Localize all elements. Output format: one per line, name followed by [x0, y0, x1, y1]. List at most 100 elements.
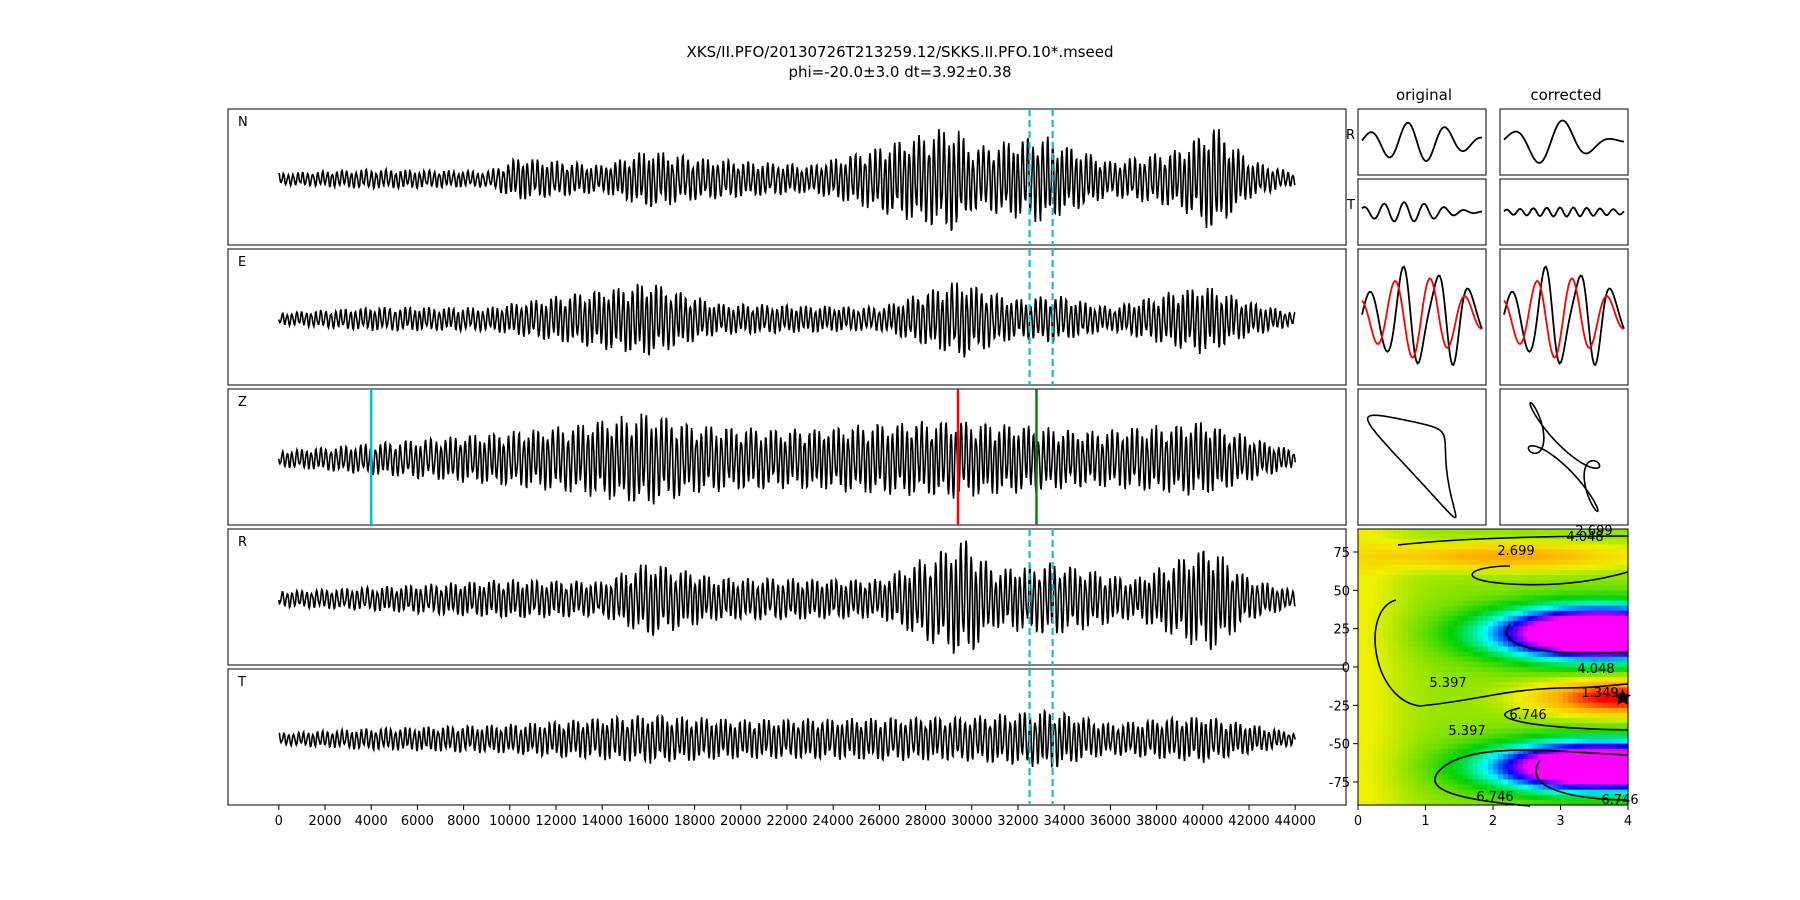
heatmap-cell	[1453, 534, 1459, 540]
seismogram-trace	[278, 708, 1296, 768]
heatmap-cell	[1388, 600, 1394, 607]
heatmap-cell	[1608, 764, 1614, 770]
heatmap-cell	[1528, 646, 1534, 653]
heatmap-cell	[1373, 728, 1379, 735]
contour-label: 2.699	[1575, 524, 1612, 539]
heatmap-cell	[1488, 636, 1494, 643]
heatmap-cell	[1473, 702, 1479, 709]
heatmap-cell	[1373, 585, 1379, 591]
heatmap-cell	[1533, 774, 1539, 781]
heatmap-cell	[1383, 661, 1389, 668]
heatmap-cell	[1548, 682, 1554, 689]
heatmap-cell	[1393, 728, 1399, 735]
heatmap-cell	[1358, 590, 1364, 597]
heatmap-cell	[1453, 718, 1459, 724]
heatmap-cell	[1403, 723, 1409, 729]
heatmap-cell	[1443, 764, 1449, 770]
heatmap-cell	[1533, 641, 1539, 648]
heatmap-cell	[1498, 702, 1504, 709]
heatmap-cell	[1603, 728, 1609, 735]
x-tick-label: 34000	[1044, 814, 1085, 829]
heatmap-cell	[1423, 779, 1429, 786]
heatmap-cell	[1498, 661, 1504, 668]
heatmap-cell	[1508, 549, 1514, 556]
heatmap-cell	[1508, 575, 1514, 581]
heatmap-cell	[1418, 769, 1424, 775]
heatmap-cell	[1468, 641, 1474, 648]
heatmap-cell	[1418, 692, 1424, 699]
heatmap-cell	[1448, 682, 1454, 689]
heatmap-cell	[1548, 580, 1554, 586]
heatmap-cell	[1428, 569, 1434, 576]
heatmap-cell	[1573, 677, 1579, 683]
heatmap-cell	[1408, 687, 1414, 694]
heatmap-cell	[1493, 615, 1499, 622]
heatmap-cell	[1468, 544, 1474, 551]
heatmap-cell	[1523, 600, 1529, 607]
heatmap-cell	[1398, 559, 1404, 566]
heatmap-cell	[1388, 667, 1394, 673]
heatmap-cell	[1573, 784, 1579, 791]
heatmap-cell	[1573, 615, 1579, 622]
heatmap-cell	[1568, 539, 1574, 545]
heatmap-cell	[1543, 692, 1549, 699]
heatmap-cell	[1393, 600, 1399, 607]
heatmap-cell	[1598, 651, 1604, 658]
heatmap-cell	[1563, 656, 1569, 663]
heatmap-cell	[1558, 585, 1564, 591]
heatmap-cell	[1578, 738, 1584, 745]
heatmap-cell	[1513, 539, 1519, 545]
heatmap-cell	[1603, 667, 1609, 673]
heatmap-cell	[1533, 631, 1539, 637]
heatmap-cell	[1618, 677, 1624, 683]
heatmap-cell	[1398, 718, 1404, 724]
heatmap-cell	[1608, 738, 1614, 745]
heatmap-cell	[1468, 702, 1474, 709]
heatmap-cell	[1528, 753, 1534, 760]
heatmap-cell	[1358, 774, 1364, 781]
heatmap-cell	[1553, 779, 1559, 786]
heatmap-cell	[1508, 718, 1514, 724]
heatmap-cell	[1503, 687, 1509, 694]
heatmap-cell	[1573, 549, 1579, 556]
heatmap-cell	[1383, 789, 1389, 796]
heatmap-cell	[1373, 733, 1379, 740]
heatmap-cell	[1523, 738, 1529, 745]
heatmap-cell	[1433, 661, 1439, 668]
heatmap-cell	[1388, 626, 1394, 632]
heatmap-cell	[1523, 733, 1529, 740]
heatmap-cell	[1433, 718, 1439, 724]
heatmap-cell	[1593, 794, 1599, 801]
heatmap-cell	[1463, 784, 1469, 791]
heatmap-cell	[1583, 697, 1589, 704]
heatmap-cell	[1603, 779, 1609, 786]
heatmap-cell	[1568, 585, 1574, 591]
heatmap-cell	[1403, 672, 1409, 678]
heatmap-cell	[1543, 539, 1549, 545]
heatmap-cell	[1533, 651, 1539, 658]
heatmap-cell	[1483, 774, 1489, 781]
heatmap-cell	[1458, 728, 1464, 735]
heatmap-cell	[1503, 774, 1509, 781]
heatmap-cell	[1388, 799, 1394, 806]
heatmap-cell	[1528, 539, 1534, 545]
heatmap-y-tick-label: 75	[1333, 546, 1350, 561]
heatmap-cell	[1523, 610, 1529, 617]
heatmap-cell	[1608, 595, 1614, 602]
x-tick-label: 4000	[355, 814, 388, 829]
heatmap-cell	[1483, 661, 1489, 668]
heatmap-cell	[1598, 595, 1604, 602]
heatmap-cell	[1588, 667, 1594, 673]
heatmap-cell	[1563, 539, 1569, 545]
seismogram-trace	[278, 282, 1296, 358]
heatmap-cell	[1553, 661, 1559, 668]
heatmap-cell	[1593, 585, 1599, 591]
heatmap-cell	[1383, 646, 1389, 653]
heatmap-cell	[1363, 529, 1369, 535]
heatmap-cell	[1593, 600, 1599, 607]
heatmap-cell	[1558, 667, 1564, 673]
heatmap-cell	[1623, 667, 1629, 673]
heatmap-cell	[1438, 677, 1444, 683]
heatmap-cell	[1528, 707, 1534, 714]
heatmap-cell	[1368, 738, 1374, 745]
